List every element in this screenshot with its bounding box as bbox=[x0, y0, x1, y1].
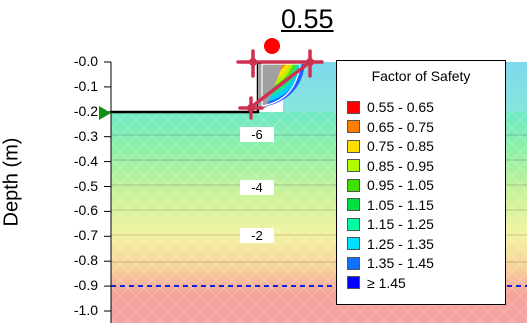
legend-item: 0.55 - 0.65 bbox=[347, 99, 434, 115]
legend-swatch bbox=[347, 100, 360, 114]
legend-swatch bbox=[347, 198, 360, 211]
anchor-node bbox=[249, 58, 257, 66]
y-axis-tick-label: -0.7 bbox=[73, 227, 98, 244]
support-anchors bbox=[236, 49, 324, 120]
legend-item-label: 0.65 - 0.75 bbox=[367, 118, 434, 135]
legend-swatch bbox=[347, 178, 360, 192]
legend-item-label: 0.95 - 1.05 bbox=[367, 177, 434, 193]
y-axis-tick-label: -0.5 bbox=[73, 177, 98, 194]
legend-item-label: 0.55 - 0.65 bbox=[367, 99, 434, 115]
legend-item: 1.25 - 1.35 bbox=[347, 236, 434, 252]
contour-label: -2 bbox=[240, 228, 274, 243]
y-axis-tick-label: -0.0 bbox=[73, 53, 98, 69]
y-axis-tick-label: -0.4 bbox=[73, 152, 98, 169]
legend-swatch bbox=[347, 256, 360, 270]
legend-item-label: 0.85 - 0.95 bbox=[367, 157, 434, 174]
boundary-point-icon bbox=[99, 106, 111, 120]
legend-item: 0.85 - 0.95 bbox=[347, 158, 434, 174]
legend-swatch bbox=[347, 159, 360, 172]
y-axis-tick-label: -0.9 bbox=[73, 277, 98, 294]
y-axis-tick-label: -0.6 bbox=[73, 202, 98, 219]
y-axis-tick-label: -0.2 bbox=[73, 102, 98, 119]
excavation-boundary bbox=[111, 62, 283, 114]
factor-of-safety-value: 0.55 bbox=[281, 4, 334, 34]
legend-swatch bbox=[347, 139, 360, 153]
legend-item: 1.05 - 1.15 bbox=[347, 197, 434, 213]
y-axis-tick-label: -1.0 bbox=[73, 302, 98, 318]
contour-label: -4 bbox=[240, 180, 274, 195]
legend-item-label: ≥ 1.45 bbox=[367, 274, 406, 291]
y-axis-tick-label: -0.8 bbox=[73, 252, 98, 269]
legend-item: 0.75 - 0.85 bbox=[347, 138, 434, 154]
legend-swatch bbox=[347, 276, 360, 289]
legend: Factor of Safety 0.55 - 0.65 0.65 - 0.75 0… bbox=[336, 60, 506, 305]
y-axis-tick-label: -0.3 bbox=[73, 127, 98, 144]
legend-item: 0.95 - 1.05 bbox=[347, 177, 434, 193]
legend-item-label: 1.15 - 1.25 bbox=[367, 216, 434, 232]
legend-title: Factor of Safety bbox=[371, 68, 471, 84]
legend-item: 1.35 - 1.45 bbox=[347, 255, 434, 271]
legend-swatch bbox=[347, 120, 360, 133]
anchor-node bbox=[247, 104, 255, 112]
y-axis-label: Depth (m) bbox=[0, 137, 23, 227]
anchor-node bbox=[306, 58, 314, 66]
legend-item-label: 1.35 - 1.45 bbox=[367, 255, 434, 271]
slip-center-marker bbox=[264, 38, 280, 54]
legend-item: ≥ 1.45 bbox=[347, 275, 406, 291]
legend-swatch bbox=[347, 237, 360, 250]
legend-item-label: 1.05 - 1.15 bbox=[367, 196, 434, 213]
legend-item: 0.65 - 0.75 bbox=[347, 119, 434, 135]
contour-label: -6 bbox=[240, 127, 274, 142]
legend-swatch bbox=[347, 217, 360, 231]
y-axis-tick-label: -0.1 bbox=[73, 77, 98, 94]
legend-item-label: 0.75 - 0.85 bbox=[367, 138, 434, 154]
y-axis bbox=[104, 61, 112, 323]
legend-item-label: 1.25 - 1.35 bbox=[367, 235, 434, 252]
legend-item: 1.15 - 1.25 bbox=[347, 216, 434, 232]
